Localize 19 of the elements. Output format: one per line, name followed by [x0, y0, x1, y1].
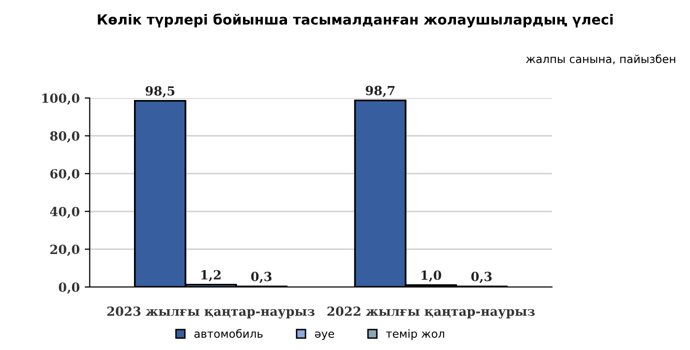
x-tick-label: 2023 жылғы қаңтар-наурыз	[107, 306, 315, 319]
y-tick-label: 100,0	[42, 93, 80, 105]
data-label: 0,3	[471, 272, 492, 284]
y-tick-label: 60,0	[50, 169, 80, 180]
data-label: 0,3	[251, 272, 272, 284]
legend-label: әуе	[315, 331, 334, 340]
y-tick-label: 80,0	[50, 131, 80, 143]
data-label: 1,0	[422, 270, 442, 282]
y-tick-label: 20,0	[50, 244, 80, 256]
y-tick-label: 40,0	[50, 206, 80, 218]
x-tick-label: 2022 жылғы қаңтар-наурыз	[327, 306, 535, 319]
chart-title: Көлік түрлері бойынша тасымалданған жолаушылардың үлесі	[98, 13, 613, 28]
data-label: 98,5	[146, 86, 174, 98]
legend-label: темір жол	[386, 329, 444, 340]
legend-label: автомобиль	[194, 329, 263, 338]
y-tick-label: 0,0	[58, 282, 80, 294]
data-label: 1,2	[201, 270, 221, 282]
data-label: 98,7	[366, 86, 394, 98]
text: жалпы санына, пайызбен	[526, 54, 676, 64]
